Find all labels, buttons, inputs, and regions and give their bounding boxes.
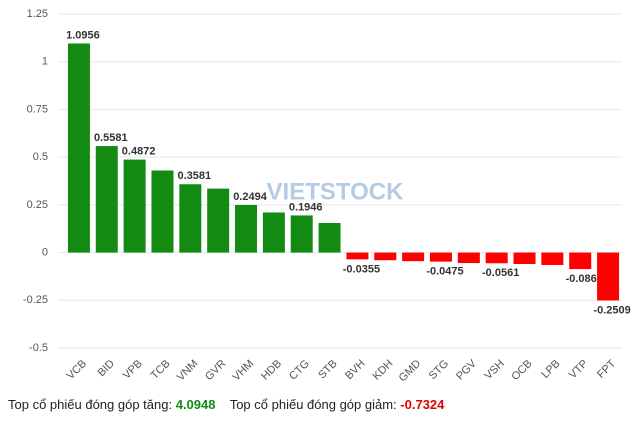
y-tick-label: -0.25 bbox=[23, 294, 48, 306]
down-label: Top cổ phiếu đóng góp giảm: bbox=[229, 397, 397, 412]
y-tick-label: 1 bbox=[42, 56, 48, 68]
bar bbox=[569, 252, 592, 270]
bar bbox=[318, 222, 341, 253]
bar bbox=[374, 252, 397, 261]
bar bbox=[402, 252, 425, 262]
x-tick-label: BID bbox=[95, 358, 116, 379]
x-tick-label: FPT bbox=[595, 357, 618, 380]
bar bbox=[290, 215, 313, 253]
bar bbox=[541, 252, 564, 265]
value-label: 0.5581 bbox=[94, 132, 128, 144]
x-tick-label: VHM bbox=[230, 358, 256, 384]
chart: VIETSTOCK -0.5 -0.25 0 0.25 0.5 0.75 1 1.25 VCB 1.… bbox=[23, 8, 631, 385]
page: VIETSTOCK -0.5 -0.25 0 0.25 0.5 0.75 1 1.25 VCB 1.… bbox=[8, 7, 631, 412]
value-label: -0.0865 bbox=[566, 273, 603, 285]
y-tick-label: 0.75 bbox=[27, 103, 48, 115]
bar bbox=[123, 159, 146, 253]
x-tick-label: HDB bbox=[259, 358, 284, 383]
value-label: -0.0475 bbox=[426, 266, 463, 278]
x-tick-label: STB bbox=[316, 358, 340, 382]
value-label: -0.2509 bbox=[593, 304, 630, 316]
bar bbox=[597, 252, 620, 301]
y-tick-label: 0.25 bbox=[27, 199, 48, 211]
y-tick-label: 1.25 bbox=[27, 8, 48, 20]
x-tick-label: LPB bbox=[539, 358, 562, 381]
x-tick-label: STG bbox=[427, 358, 451, 382]
bar bbox=[207, 188, 230, 253]
bar bbox=[235, 204, 258, 253]
value-label: 0.1946 bbox=[289, 201, 323, 213]
y-tick-label: 0.5 bbox=[33, 151, 48, 163]
up-value: 4.0948 bbox=[175, 397, 216, 412]
y-tick-label: 0 bbox=[42, 246, 48, 258]
value-label: 0.3581 bbox=[177, 170, 211, 182]
x-tick-label: VTP bbox=[567, 358, 591, 382]
value-label: -0.0355 bbox=[343, 263, 380, 275]
value-label: 1.0956 bbox=[66, 29, 100, 41]
bar bbox=[262, 212, 285, 253]
x-tick-label: VSH bbox=[482, 358, 507, 383]
bar bbox=[429, 252, 452, 262]
bar bbox=[485, 252, 508, 264]
bar bbox=[179, 184, 202, 253]
down-value: -0.7324 bbox=[400, 397, 445, 412]
value-label: -0.0561 bbox=[482, 267, 519, 279]
x-tick-label: CTG bbox=[287, 358, 312, 383]
x-tick-label: PGV bbox=[454, 357, 479, 382]
x-tick-label: VCB bbox=[65, 358, 89, 382]
x-tick-label: VPB bbox=[121, 358, 145, 382]
x-tick-label: VNM bbox=[175, 358, 201, 384]
footer: Top cổ phiếu đóng góp tăng: 4.0948 Top c… bbox=[8, 397, 444, 412]
x-tick-label: GVR bbox=[203, 358, 228, 383]
bar bbox=[346, 252, 369, 260]
bar bbox=[95, 146, 118, 253]
bar bbox=[151, 170, 174, 253]
bar bbox=[513, 252, 536, 265]
y-tick-label: -0.5 bbox=[29, 342, 48, 354]
bar bbox=[457, 252, 480, 264]
up-label: Top cổ phiếu đóng góp tăng: bbox=[8, 397, 173, 412]
x-tick-label: OCB bbox=[509, 358, 534, 383]
value-label: 0.2494 bbox=[233, 191, 268, 203]
x-tick-label: KDH bbox=[371, 358, 396, 383]
x-tick-label: GMD bbox=[397, 358, 424, 385]
x-tick-label: TCB bbox=[149, 358, 173, 382]
watermark: VIETSTOCK bbox=[267, 178, 405, 205]
value-label: 0.4872 bbox=[122, 145, 156, 157]
x-tick-label: BVH bbox=[343, 358, 368, 383]
bar bbox=[67, 43, 90, 253]
